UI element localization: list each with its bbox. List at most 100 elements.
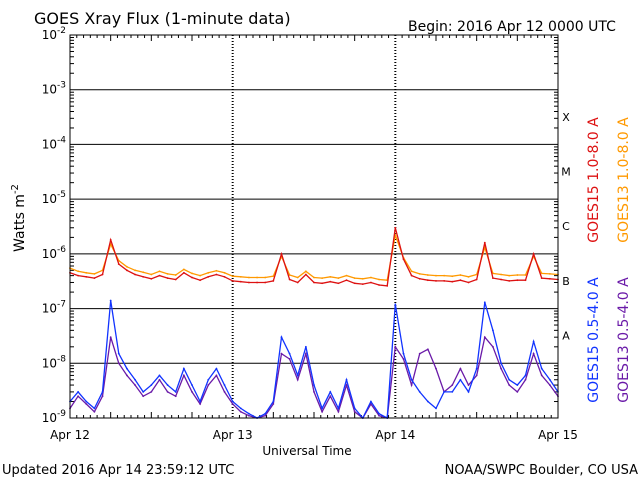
- series-point: [345, 378, 348, 381]
- series-point: [248, 281, 250, 284]
- series-point: [304, 352, 307, 355]
- series-point: [475, 374, 478, 377]
- series-point: [231, 280, 234, 282]
- series-point: [117, 362, 120, 365]
- series-point: [158, 274, 161, 277]
- series-point: [483, 241, 486, 244]
- series-point: [345, 384, 348, 386]
- series-point: [378, 414, 380, 417]
- series-point: [101, 395, 104, 398]
- y-tick-label-exponent: -9: [57, 409, 66, 419]
- series-point: [426, 274, 429, 276]
- series-point: [134, 384, 136, 386]
- footer-credit: NOAA/SWPC Boulder, CO USA: [445, 463, 638, 478]
- y-tick-label-base: 10: [42, 247, 57, 261]
- series-point: [215, 269, 218, 272]
- series-point: [280, 352, 283, 355]
- legend-entry: GOES13 0.5-4.0 A: [616, 277, 632, 403]
- flare-class-label: C: [562, 220, 570, 233]
- series-point: [508, 280, 511, 282]
- series-point: [199, 279, 202, 282]
- x-tick-label: Apr 12: [50, 428, 90, 442]
- series-point: [467, 281, 470, 284]
- series-point: [402, 352, 405, 355]
- series-point: [288, 278, 291, 281]
- series-point: [540, 367, 543, 370]
- series-point: [451, 280, 454, 283]
- y-tick-label: 10-5: [42, 190, 66, 206]
- series-point: [492, 345, 494, 348]
- y-tick-label-base: 10: [42, 83, 57, 97]
- series-point: [548, 277, 551, 280]
- series-point: [426, 400, 429, 403]
- series-point: [524, 374, 527, 377]
- series-point: [109, 238, 112, 241]
- series-point: [304, 273, 307, 276]
- series-point: [207, 384, 210, 386]
- series-point: [361, 283, 364, 286]
- y-tick-label-exponent: -5: [57, 190, 66, 200]
- series-point: [394, 345, 397, 348]
- series-point: [239, 410, 242, 413]
- series-point: [142, 395, 145, 398]
- y-tick-label: 10-9: [42, 409, 67, 425]
- series-point: [142, 275, 145, 278]
- series-point: [223, 390, 226, 393]
- series-point: [85, 271, 88, 274]
- y-tick-label: 10-4: [42, 135, 67, 151]
- series-point: [158, 270, 161, 273]
- series-point: [272, 403, 275, 405]
- series-point: [532, 340, 535, 343]
- series-point: [272, 275, 275, 278]
- y-tick-label: 10-2: [42, 26, 66, 42]
- series-point: [191, 276, 193, 279]
- series-point: [548, 273, 551, 275]
- series-point: [329, 275, 332, 278]
- series-point: [182, 367, 185, 370]
- series-point: [483, 301, 486, 304]
- series-point: [77, 274, 80, 277]
- series-point: [264, 276, 267, 279]
- series-point: [435, 280, 437, 282]
- y-tick-label: 10-6: [42, 245, 67, 261]
- y-tick-label: 10-3: [42, 81, 66, 97]
- series-point: [248, 414, 250, 417]
- series-point: [199, 403, 202, 405]
- x-tick-label: Apr 15: [538, 428, 578, 442]
- series-point: [378, 412, 380, 415]
- series-point: [394, 226, 397, 229]
- y-tick-label-base: 10: [42, 411, 57, 425]
- series-point: [321, 277, 324, 280]
- series-point: [345, 279, 348, 282]
- series-point: [451, 384, 454, 386]
- y-tick-label-base: 10: [42, 137, 57, 151]
- series-point: [410, 274, 413, 277]
- series-point: [239, 407, 242, 410]
- series-point: [337, 410, 340, 413]
- y-tick-label-exponent: -3: [57, 81, 66, 91]
- series-point: [296, 374, 299, 377]
- series-point: [223, 384, 226, 386]
- series-point: [207, 275, 210, 278]
- plot-frame: [69, 34, 559, 419]
- series-point: [77, 390, 80, 393]
- series-point: [353, 407, 356, 410]
- series-point: [418, 390, 421, 393]
- series-point: [174, 395, 177, 398]
- series-point: [264, 281, 267, 284]
- series-point: [174, 278, 177, 281]
- series-point: [207, 378, 210, 381]
- series-point: [182, 268, 185, 271]
- x-tick-label: Apr 13: [213, 428, 253, 442]
- series-point: [410, 378, 413, 381]
- series-point: [524, 279, 527, 282]
- series-point: [166, 384, 169, 386]
- series-point: [443, 390, 446, 393]
- series-point: [475, 367, 478, 370]
- series-point: [524, 378, 527, 381]
- series-point: [239, 275, 242, 278]
- series-point: [223, 271, 226, 274]
